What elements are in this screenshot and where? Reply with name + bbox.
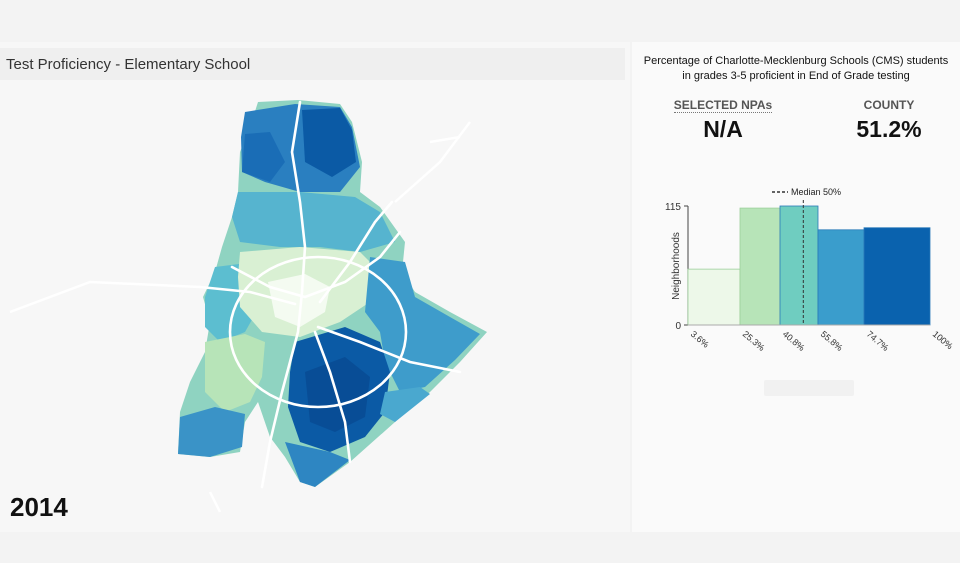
county-label: COUNTY bbox=[863, 98, 915, 112]
histogram-bar-3[interactable] bbox=[817, 229, 865, 326]
region-east bbox=[365, 257, 480, 392]
median-legend-label: Median 50% bbox=[791, 187, 841, 197]
outer-roads bbox=[9, 121, 471, 513]
region-north-dark bbox=[302, 108, 356, 177]
x-tick-label-4: 74.7% bbox=[865, 329, 891, 353]
region-southwest bbox=[178, 407, 245, 457]
road-i85 bbox=[230, 230, 402, 299]
y-axis-label: Neighborhoods bbox=[671, 232, 682, 300]
x-tick-label-2: 40.8% bbox=[781, 329, 807, 353]
x-tick-label-5: 100% bbox=[931, 329, 955, 351]
county-regions[interactable] bbox=[178, 100, 487, 487]
region-north-central bbox=[232, 192, 395, 252]
region-west-green bbox=[205, 334, 265, 412]
region-southeast bbox=[380, 387, 430, 422]
selected-npas-label-text: SELECTED NPAs bbox=[673, 98, 773, 113]
region-uptown bbox=[268, 274, 330, 327]
map-title-bar bbox=[0, 48, 625, 80]
map-title: Test Proficiency - Elementary School bbox=[6, 56, 251, 73]
histogram-bar-4[interactable] bbox=[863, 227, 931, 326]
road-west bbox=[198, 285, 297, 306]
description-line-1: Percentage of Charlotte-Mecklenburg Scho… bbox=[643, 55, 949, 67]
map-panel: Test Proficiency - Elementary School bbox=[0, 42, 630, 532]
histogram-chart[interactable]: Neighborhoods 115 0 3.6% 25.3% 40.8% 55.8% 7… bbox=[632, 182, 960, 362]
info-panel: Percentage of Charlotte-Mecklenburg Scho… bbox=[632, 42, 960, 532]
county-value: 51.2% bbox=[856, 116, 922, 142]
region-north-west bbox=[242, 132, 285, 182]
histogram-bars bbox=[687, 205, 931, 326]
road-northeast bbox=[318, 200, 394, 304]
road-east bbox=[316, 325, 462, 374]
selected-npas-label[interactable]: SELECTED NPAs bbox=[648, 98, 798, 113]
x-tick-label-3: 55.8% bbox=[819, 329, 845, 353]
year-label: 2014 bbox=[10, 492, 68, 522]
y-tick-label-top: 115 bbox=[665, 202, 681, 213]
region-south-tip bbox=[285, 442, 350, 487]
x-tick-labels: 3.6% 25.3% 40.8% 55.8% 74.7% 100% bbox=[689, 329, 955, 353]
x-tick-label-0: 3.6% bbox=[689, 329, 711, 350]
choropleth-map[interactable] bbox=[0, 42, 630, 532]
y-tick-label-bottom: 0 bbox=[675, 321, 681, 332]
description-line-2: in grades 3-5 proficient in End of Grade… bbox=[682, 70, 910, 82]
histogram-bar-1[interactable] bbox=[739, 207, 781, 326]
road-south bbox=[313, 330, 352, 464]
histogram-bar-0[interactable] bbox=[687, 268, 741, 326]
road-i77 bbox=[260, 100, 307, 489]
metric-description: Percentage of Charlotte-Mecklenburg Scho… bbox=[632, 54, 960, 84]
faint-placeholder bbox=[764, 380, 854, 396]
histogram-bar-2[interactable] bbox=[779, 205, 819, 326]
x-tick-label-1: 25.3% bbox=[741, 329, 767, 353]
loop-485 bbox=[228, 255, 408, 409]
selected-npas-value: N/A bbox=[703, 116, 743, 142]
roads bbox=[198, 100, 462, 489]
